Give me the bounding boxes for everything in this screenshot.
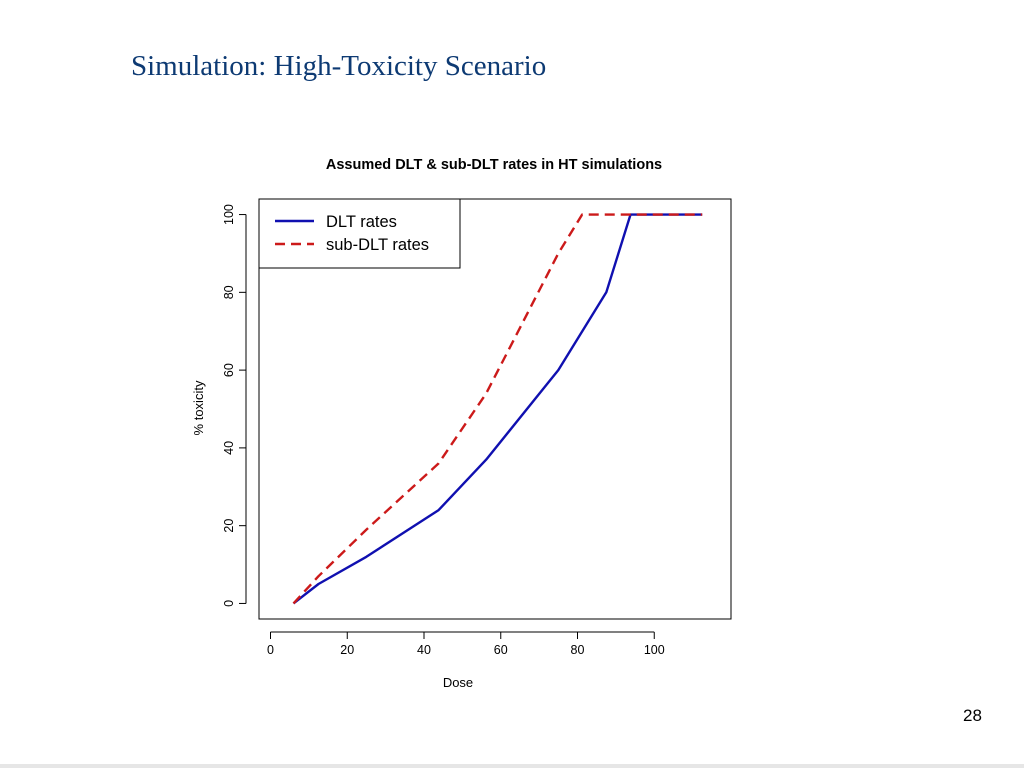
x-tick-label: 20 (340, 643, 354, 657)
series-line-2 (292, 213, 703, 605)
y-tick-label: 0 (222, 600, 236, 607)
chart-title: Assumed DLT & sub-DLT rates in HT simula… (326, 157, 662, 173)
y-tick-label: 60 (222, 363, 236, 377)
x-tick-label: 0 (267, 643, 274, 657)
x-tick-label: 60 (494, 643, 508, 657)
plot-frame (258, 198, 732, 620)
legend-label: sub-DLT rates (326, 236, 429, 254)
y-tick-label: 80 (222, 285, 236, 299)
x-axis-label: Dose (443, 675, 473, 690)
bottom-divider (0, 764, 1024, 768)
plot-layer: 0 20 40 60 80 100 0 20 40 60 80 100 DLT rates sub-DLT… (222, 198, 732, 657)
series-line-1 (292, 213, 703, 605)
x-tick-label: 80 (571, 643, 585, 657)
y-tick-label: 40 (222, 441, 236, 455)
page-number: 28 (963, 706, 982, 725)
y-axis-label: % toxicity (191, 380, 206, 435)
legend-label: DLT rates (326, 213, 397, 231)
x-tick-label: 40 (417, 643, 431, 657)
x-tick-label: 100 (644, 643, 665, 657)
y-tick-label: 20 (222, 519, 236, 533)
slide-title: Simulation: High-Toxicity Scenario (131, 50, 547, 82)
y-tick-label: 100 (222, 204, 236, 225)
legend-box (258, 198, 461, 269)
